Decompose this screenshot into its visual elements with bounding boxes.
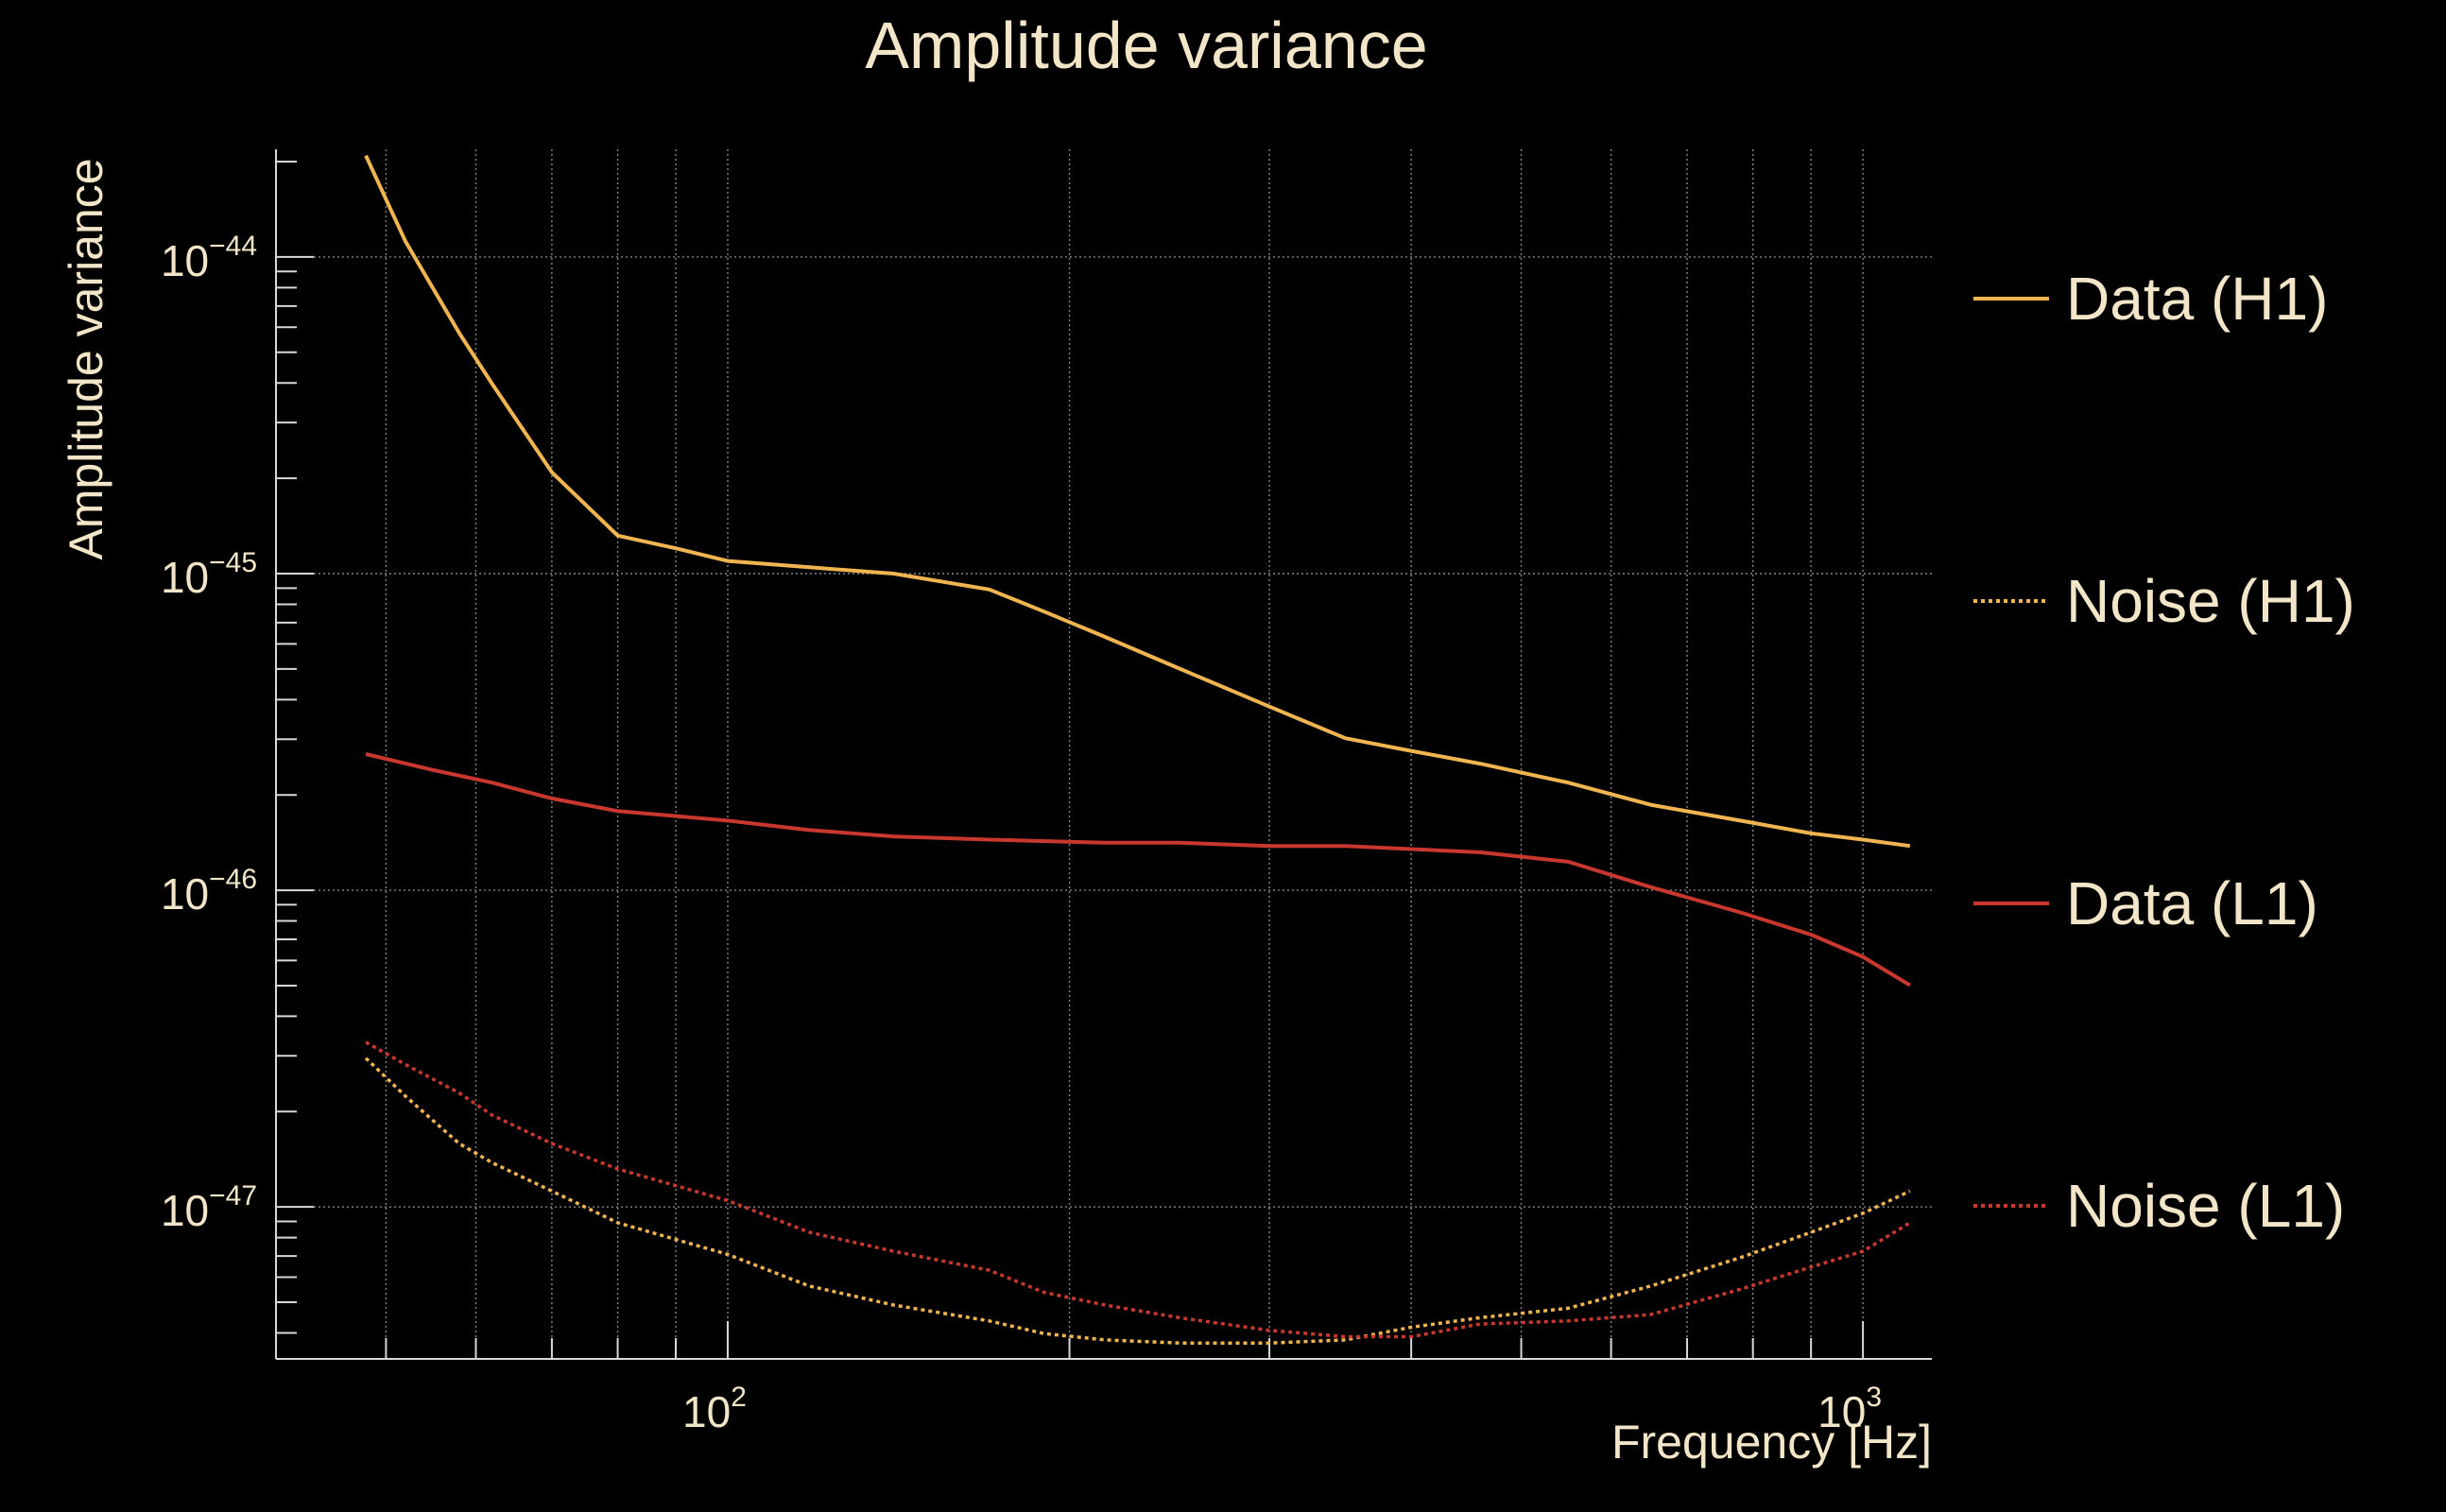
- y-tick-label: 10−47: [161, 1180, 257, 1235]
- x-tick-exponent: 3: [1866, 1382, 1882, 1413]
- y-axis-label: Amplitude variance: [60, 158, 112, 559]
- y-tick-base: 10: [161, 236, 209, 285]
- y-tick-base: 10: [161, 869, 209, 919]
- legend-label: Data (L1): [2066, 869, 2318, 937]
- series-line-1: [364, 1057, 1911, 1345]
- y-tick-exponent: −47: [209, 1180, 257, 1211]
- legend-label: Data (H1): [2066, 265, 2328, 333]
- x-tick-base: 10: [682, 1387, 731, 1436]
- series-line-3: [365, 1040, 1911, 1339]
- y-tick-label: 10−46: [161, 864, 257, 919]
- series-line-2: [365, 752, 1911, 988]
- y-tick-base: 10: [161, 1186, 209, 1235]
- y-tick-exponent: −44: [209, 231, 257, 262]
- x-axis-label: Frequency [Hz]: [1611, 1416, 1932, 1469]
- legend-label: Noise (H1): [2066, 567, 2355, 635]
- x-tick-label: 102: [682, 1382, 747, 1436]
- y-tick-exponent: −45: [209, 547, 257, 578]
- x-tick-label: 103: [1817, 1382, 1882, 1436]
- series-lines: [364, 154, 1911, 1345]
- chart-title: Amplitude variance: [865, 9, 1427, 82]
- y-tick-label: 10−44: [161, 231, 257, 285]
- legend-label: Noise (L1): [2066, 1172, 2345, 1240]
- y-tick-exponent: −46: [209, 864, 257, 895]
- series-line-0: [364, 154, 1911, 849]
- x-tick-exponent: 2: [731, 1382, 747, 1413]
- x-tick-base: 10: [1817, 1387, 1866, 1436]
- axes: [275, 149, 1932, 1360]
- y-tick-base: 10: [161, 553, 209, 602]
- y-tick-label: 10−45: [161, 547, 257, 602]
- legend: Data (H1) Noise (H1) Data (L1) Noise (L1): [1973, 265, 2355, 1240]
